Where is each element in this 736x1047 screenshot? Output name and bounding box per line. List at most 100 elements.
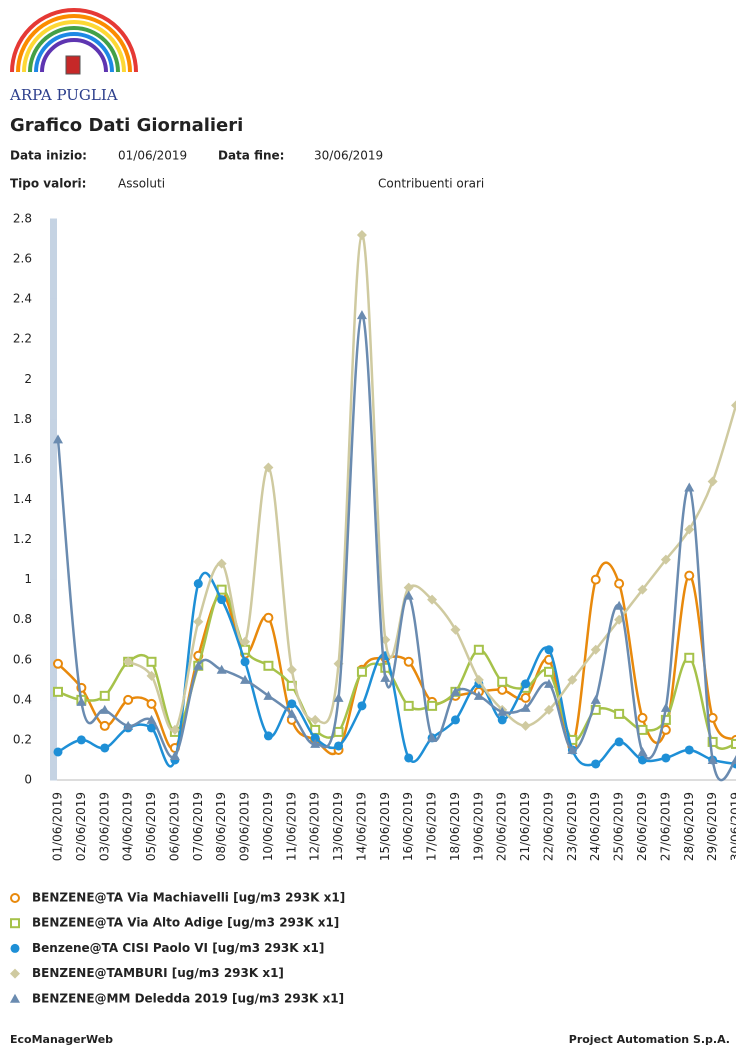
marker	[684, 745, 694, 755]
marker	[99, 720, 110, 731]
marker	[707, 754, 718, 764]
marker	[473, 690, 484, 700]
marker	[660, 554, 671, 565]
legend-label: Benzene@TA CISI Paolo VI [ug/m3 293K x1]	[32, 941, 324, 955]
marker	[146, 670, 157, 681]
label: Tipo valori:	[10, 177, 86, 191]
marker	[637, 746, 648, 756]
x-tick-label: 20/06/2019	[495, 792, 509, 861]
y-tick-label: 1.8	[13, 412, 32, 426]
marker	[263, 660, 274, 671]
x-tick-label: 06/06/2019	[167, 792, 181, 861]
marker	[637, 724, 648, 735]
marker	[333, 692, 344, 702]
x-tick-label: 16/06/2019	[401, 792, 415, 861]
marker	[450, 686, 461, 696]
x-tick-label: 19/06/2019	[471, 792, 485, 861]
legend-marker	[10, 943, 20, 953]
marker	[450, 715, 460, 725]
x-tick-label: 02/06/2019	[74, 792, 88, 861]
x-tick-label: 30/06/2019	[729, 792, 736, 861]
marker	[637, 712, 648, 723]
marker	[193, 579, 203, 589]
marker	[217, 595, 227, 605]
marker	[76, 735, 86, 745]
marker	[497, 706, 508, 716]
x-tick-label: 13/06/2019	[331, 792, 345, 861]
marker	[53, 747, 63, 757]
x-tick-label: 28/06/2019	[682, 792, 696, 861]
label: Data inizio:	[10, 149, 87, 163]
marker	[356, 666, 367, 677]
x-tick-label: 07/06/2019	[191, 792, 205, 861]
x-tick-label: 01/06/2019	[51, 792, 65, 861]
x-tick-label: 15/06/2019	[378, 792, 392, 861]
marker	[287, 699, 297, 709]
x-tick-label: 11/06/2019	[284, 792, 298, 861]
x-tick-label: 18/06/2019	[448, 792, 462, 861]
legend-marker	[10, 918, 20, 929]
marker	[731, 738, 736, 749]
marker	[497, 676, 508, 687]
marker	[521, 679, 531, 689]
marker	[263, 731, 273, 741]
marker	[590, 644, 601, 655]
logo	[10, 8, 138, 75]
marker	[637, 584, 648, 595]
x-tick-label: 10/06/2019	[261, 792, 275, 861]
marker	[100, 743, 110, 753]
x-tick-label: 26/06/2019	[635, 792, 649, 861]
marker	[216, 558, 227, 569]
marker	[310, 733, 320, 743]
marker	[404, 753, 414, 763]
marker	[310, 738, 321, 748]
marker	[403, 590, 414, 600]
marker	[123, 694, 134, 705]
marker	[286, 664, 297, 675]
y-tick-label: 2.4	[13, 292, 32, 306]
marker	[357, 701, 367, 711]
legend-label: BENZENE@MM Deledda 2019 [ug/m3 293K x1]	[32, 991, 344, 1005]
marker	[334, 741, 344, 751]
marker	[684, 482, 695, 492]
series	[53, 310, 736, 782]
x-tick-label: 27/06/2019	[658, 792, 672, 861]
marker	[450, 624, 461, 635]
legend-marker	[10, 893, 20, 903]
y-tick-label: 2.2	[13, 332, 32, 346]
marker	[403, 582, 414, 593]
marker	[590, 574, 601, 585]
marker	[240, 657, 250, 667]
marker	[169, 750, 180, 760]
marker	[590, 694, 601, 704]
marker	[427, 732, 438, 742]
legend-label: BENZENE@TAMBURI [ug/m3 293K x1]	[32, 966, 284, 980]
x-tick-label: 09/06/2019	[238, 792, 252, 861]
x-tick-label: 21/06/2019	[518, 792, 532, 861]
marker	[731, 755, 736, 764]
marker	[614, 737, 624, 747]
y-tick-label: 0	[24, 773, 32, 787]
marker	[567, 674, 578, 685]
legend-marker	[10, 993, 20, 1003]
marker	[614, 600, 625, 610]
legend-marker	[10, 968, 20, 979]
marker	[169, 724, 180, 735]
marker	[286, 708, 297, 718]
marker	[53, 434, 63, 444]
marker	[99, 704, 110, 714]
marker	[53, 658, 63, 669]
marker	[403, 700, 414, 711]
marker	[543, 704, 554, 715]
marker	[684, 652, 695, 663]
marker	[146, 656, 157, 667]
series-line	[127, 233, 736, 733]
marker	[76, 696, 87, 706]
marker	[53, 686, 63, 697]
y-tick-label: 1.2	[13, 532, 32, 546]
marker	[193, 660, 204, 670]
marker	[356, 310, 367, 320]
x-tick-label: 14/06/2019	[354, 792, 368, 861]
